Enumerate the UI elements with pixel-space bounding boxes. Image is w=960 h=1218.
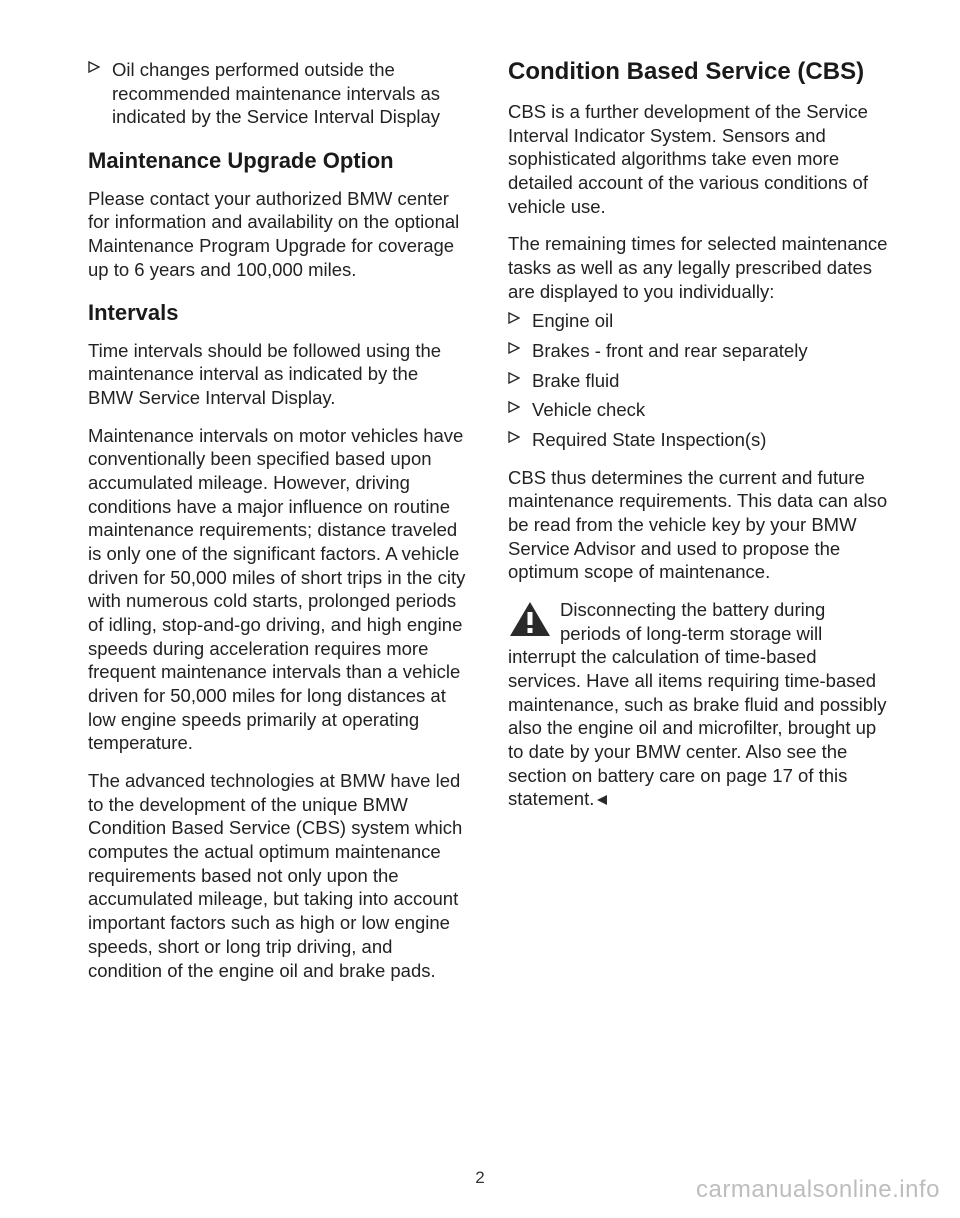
list-item-text: Engine oil xyxy=(532,310,613,331)
bullet-list: Oil changes performed outside the recomm… xyxy=(88,58,468,129)
list-item-text: Brake fluid xyxy=(532,370,619,391)
paragraph: Maintenance intervals on motor vehicles … xyxy=(88,424,468,755)
list-item: Required State Inspection(s) xyxy=(508,428,888,452)
triangle-bullet-icon xyxy=(88,61,100,73)
warning-text: Disconnecting the battery during periods… xyxy=(508,598,888,811)
paragraph: The remaining times for selected mainten… xyxy=(508,232,888,303)
warning-body: Disconnecting the battery during periods… xyxy=(508,599,886,809)
triangle-bullet-icon xyxy=(508,401,520,413)
heading-intervals: Intervals xyxy=(88,299,468,327)
list-item: Engine oil xyxy=(508,309,888,333)
paragraph: The advanced technologies at BMW have le… xyxy=(88,769,468,982)
list-item: Oil changes performed outside the recomm… xyxy=(88,58,468,129)
triangle-bullet-icon xyxy=(508,342,520,354)
right-column: Condition Based Service (CBS) CBS is a f… xyxy=(508,58,888,996)
list-item: Vehicle check xyxy=(508,398,888,422)
paragraph: Time intervals should be followed using … xyxy=(88,339,468,410)
document-page: Oil changes performed outside the recomm… xyxy=(0,0,960,1218)
paragraph: CBS thus determines the current and futu… xyxy=(508,466,888,584)
paragraph: CBS is a further development of the Serv… xyxy=(508,100,888,218)
list-item: Brake fluid xyxy=(508,369,888,393)
triangle-bullet-icon xyxy=(508,372,520,384)
list-item-text: Vehicle check xyxy=(532,399,645,420)
paragraph: Please contact your authorized BMW cente… xyxy=(88,187,468,282)
list-item-text: Required State Inspection(s) xyxy=(532,429,766,450)
list-item-text: Brakes - front and rear separately xyxy=(532,340,808,361)
two-column-layout: Oil changes performed outside the recomm… xyxy=(88,58,888,996)
triangle-bullet-icon xyxy=(508,312,520,324)
watermark-text: carmanualsonline.info xyxy=(696,1176,940,1204)
end-triangle-icon xyxy=(596,788,608,800)
warning-icon xyxy=(508,600,552,640)
warning-block: Disconnecting the battery during periods… xyxy=(508,598,888,811)
list-item: Brakes - front and rear separately xyxy=(508,339,888,363)
heading-cbs: Condition Based Service (CBS) xyxy=(508,58,888,86)
heading-maintenance-upgrade: Maintenance Upgrade Option xyxy=(88,147,468,175)
left-column: Oil changes performed outside the recomm… xyxy=(88,58,468,996)
cbs-item-list: Engine oil Brakes - front and rear separ… xyxy=(508,309,888,451)
triangle-bullet-icon xyxy=(508,431,520,443)
list-item-text: Oil changes performed outside the recomm… xyxy=(112,59,440,127)
